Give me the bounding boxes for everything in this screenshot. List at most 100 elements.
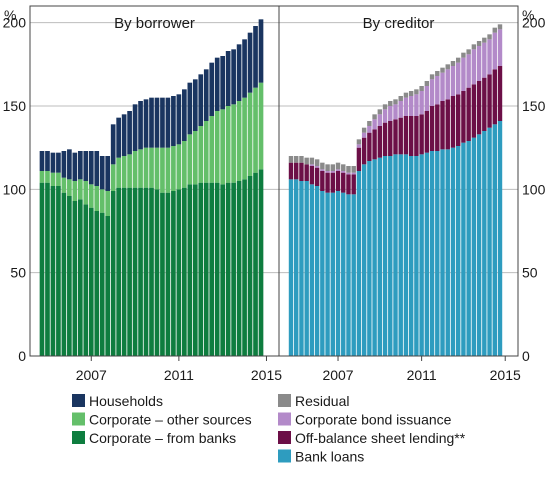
bar-p0-s2-q15 <box>121 114 127 156</box>
bar-p0-s1-q4 <box>61 177 67 193</box>
bar-p0-s0-q36 <box>236 181 242 356</box>
bar-p1-s2-q37 <box>482 42 487 78</box>
bar-p0-s2-q6 <box>72 152 78 181</box>
bar-p0-s1-q7 <box>77 179 83 200</box>
bar-p1-s3-q34 <box>466 49 471 55</box>
bar-p1-s0-q39 <box>492 124 497 356</box>
y-tick-right-100: 100 <box>522 181 546 197</box>
bar-p1-s2-q13 <box>356 144 362 148</box>
bar-p1-s0-q40 <box>497 121 503 356</box>
bar-p1-s0-q31 <box>450 147 456 356</box>
bar-p0-s0-q17 <box>132 187 138 356</box>
bar-p0-s0-q23 <box>165 192 171 356</box>
bar-p1-s3-q22 <box>403 92 409 98</box>
y-tick-left-100: 100 <box>3 181 27 197</box>
bar-p1-s3-q27 <box>429 74 435 80</box>
bar-p0-s0-q12 <box>105 216 111 356</box>
bar-p1-s3-q19 <box>388 101 393 106</box>
bar-p1-s2-q26 <box>424 86 430 111</box>
bar-p1-s0-q3 <box>304 181 309 356</box>
bar-p1-s0-q28 <box>435 151 440 356</box>
bar-p0-s1-q39 <box>253 87 258 173</box>
bar-p0-s1-q0 <box>39 171 45 183</box>
bar-p0-s0-q18 <box>138 187 143 356</box>
bar-p0-s0-q27 <box>187 184 193 356</box>
bar-p0-s1-q11 <box>99 189 105 213</box>
bar-p1-s1-q37 <box>482 77 487 131</box>
bar-p1-s2-q30 <box>445 69 450 100</box>
bar-p0-s1-q5 <box>67 179 72 196</box>
bar-p1-s0-q17 <box>377 157 383 356</box>
bar-p1-s1-q3 <box>304 164 309 181</box>
bar-p0-s2-q14 <box>116 117 121 158</box>
legend-label-1-0: Residual <box>295 393 349 409</box>
bar-p1-s0-q16 <box>372 159 377 356</box>
bar-p1-s1-q14 <box>361 137 367 165</box>
bar-p0-s0-q15 <box>121 187 127 356</box>
bars <box>39 19 503 357</box>
bar-p1-s2-q15 <box>367 126 372 133</box>
bar-p0-s0-q13 <box>110 191 116 356</box>
bar-p1-s3-q5 <box>314 159 320 166</box>
legend-swatch-0-1 <box>72 412 85 426</box>
bar-p1-s2-q20 <box>393 104 398 120</box>
legend-swatch-0-0 <box>72 394 85 407</box>
bar-p1-s1-q30 <box>445 99 450 150</box>
bar-p1-s1-q5 <box>314 167 320 186</box>
bar-p0-s2-q25 <box>176 94 182 145</box>
bar-p1-s2-q22 <box>403 97 409 116</box>
bar-p1-s1-q9 <box>335 171 341 191</box>
bar-p0-s0-q32 <box>214 182 220 356</box>
bar-p1-s2-q14 <box>361 132 367 138</box>
y-tick-left-50: 50 <box>10 265 26 281</box>
bar-p1-s3-q29 <box>440 67 445 73</box>
bar-p0-s2-q1 <box>45 151 50 171</box>
bar-p1-s2-q39 <box>492 32 497 70</box>
x-tick-p1-2015: 2015 <box>490 367 521 383</box>
bar-p1-s2-q27 <box>429 79 435 106</box>
bar-p1-s3-q26 <box>424 81 430 86</box>
bar-p1-s2-q25 <box>419 91 424 115</box>
bar-p0-s1-q18 <box>138 149 143 188</box>
bar-p1-s3-q11 <box>346 166 351 173</box>
bar-p1-s2-q17 <box>377 114 383 126</box>
legend-swatch-1-0 <box>278 394 291 407</box>
bar-p1-s0-q6 <box>320 191 325 356</box>
bar-p0-s0-q35 <box>231 182 236 356</box>
bar-p1-s1-q28 <box>435 104 440 151</box>
bar-p0-s1-q34 <box>225 106 231 183</box>
bar-p1-s3-q35 <box>471 44 477 50</box>
bar-p0-s2-q0 <box>39 151 45 171</box>
bar-p1-s0-q20 <box>393 154 398 356</box>
bar-p0-s0-q5 <box>67 196 72 356</box>
bar-p1-s3-q9 <box>335 162 341 170</box>
bar-p0-s2-q7 <box>77 151 83 180</box>
bar-p1-s0-q36 <box>476 134 482 356</box>
bar-p1-s3-q0 <box>288 156 294 163</box>
bar-p1-s0-q25 <box>419 154 424 356</box>
legend-swatch-1-1 <box>278 412 291 426</box>
bar-p0-s0-q3 <box>56 186 61 356</box>
bar-p1-s0-q27 <box>429 151 435 356</box>
bar-p1-s2-q5 <box>314 166 320 168</box>
bar-p0-s0-q26 <box>182 187 187 356</box>
bar-p0-s0-q10 <box>94 211 100 356</box>
bar-p1-s3-q40 <box>497 24 503 30</box>
bar-p1-s2-q16 <box>372 119 377 130</box>
bar-p1-s1-q35 <box>471 84 477 138</box>
bar-p1-s1-q25 <box>419 114 424 155</box>
bar-p1-s3-q38 <box>487 34 492 40</box>
bar-p1-s2-q38 <box>487 39 492 75</box>
bar-p1-s0-q22 <box>403 154 409 356</box>
bar-p1-s1-q38 <box>487 74 492 128</box>
x-tick-p1-2007: 2007 <box>322 367 353 383</box>
y-tick-left-0: 0 <box>18 348 26 364</box>
bar-p1-s0-q37 <box>482 131 487 356</box>
bar-p0-s1-q38 <box>247 92 253 176</box>
bar-p1-s2-q21 <box>398 101 403 118</box>
bar-p0-s0-q8 <box>83 204 89 356</box>
bar-p1-s2-q23 <box>408 96 414 116</box>
bar-p1-s0-q5 <box>314 186 320 356</box>
bar-p1-s3-q13 <box>356 139 362 145</box>
